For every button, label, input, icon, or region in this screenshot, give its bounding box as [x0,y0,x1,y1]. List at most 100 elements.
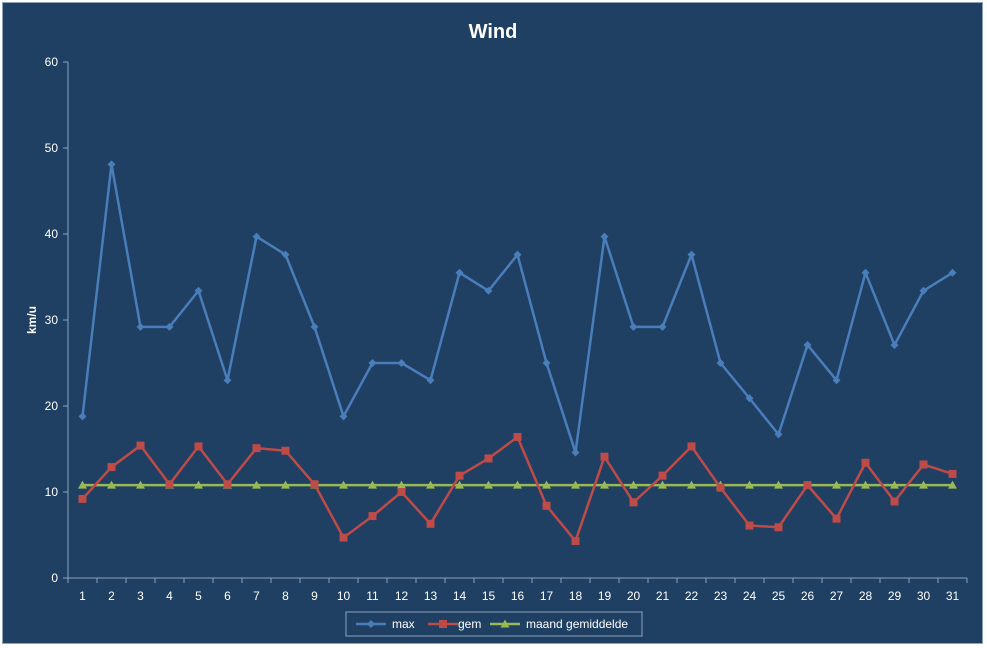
data-point-maand-gemiddelde [600,480,609,489]
x-tick-label: 14 [453,589,467,603]
x-tick-label: 29 [888,589,902,603]
x-tick-label: 19 [598,589,612,603]
data-point-maand-gemiddelde [281,480,290,489]
data-point-max [426,376,435,385]
data-point-maand-gemiddelde [397,480,406,489]
x-tick-label: 9 [311,589,318,603]
data-point-gem [716,483,725,492]
data-point-max [745,394,754,403]
x-tick-label: 12 [395,589,409,603]
x-tick-label: 28 [859,589,873,603]
data-point-max [542,359,551,367]
y-tick-label: 60 [45,55,59,69]
data-point-maand-gemiddelde [513,480,522,489]
x-tick-label: 4 [166,589,173,603]
data-point-maand-gemiddelde [629,480,638,489]
x-tick-label: 3 [137,589,144,603]
data-point-maand-gemiddelde [948,480,957,489]
data-point-maand-gemiddelde [890,480,899,489]
y-tick-label: 10 [45,485,59,499]
data-point-maand-gemiddelde [832,480,841,489]
data-point-maand-gemiddelde [687,480,696,489]
data-point-max [803,340,812,349]
data-point-max [455,268,464,277]
data-point-max [194,286,203,295]
y-axis-label: km/u [25,306,39,334]
data-point-max [629,322,638,331]
chart-title: Wind [469,21,518,43]
x-tick-label: 13 [424,589,438,603]
series-layer [78,160,957,546]
data-point-max [716,359,725,367]
data-point-max [368,359,377,367]
x-tick-label: 22 [685,589,699,603]
data-point-max [890,340,899,349]
data-point-gem [658,471,667,480]
data-point-maand-gemiddelde [368,480,377,489]
data-point-maand-gemiddelde [745,480,754,489]
y-tick-label: 30 [45,313,59,327]
data-point-gem [600,452,609,461]
legend-marker [500,619,510,628]
data-point-max [310,322,319,331]
data-point-maand-gemiddelde [136,480,145,489]
data-point-maand-gemiddelde [107,480,116,489]
data-point-max [832,376,841,385]
data-point-gem [194,442,203,451]
x-tick-label: 24 [743,589,757,603]
series-max [78,160,957,457]
axes [67,62,967,579]
data-point-maand-gemiddelde [542,480,551,489]
data-point-gem [339,533,348,542]
data-point-max [252,232,261,241]
data-point-max [78,412,87,421]
y-axis-ticks: 0 10 20 30 40 50 60 [45,55,68,585]
y-tick-label: 50 [45,141,59,155]
x-tick-label: 10 [337,589,351,603]
legend-entry-max: max [356,617,415,631]
data-point-maand-gemiddelde [571,480,580,489]
data-point-max [919,286,928,295]
x-tick-label: 31 [946,589,960,603]
data-point-max [339,412,348,421]
data-point-max [600,232,609,241]
x-tick-label: 2 [108,589,115,603]
data-point-maand-gemiddelde [861,480,870,489]
data-point-maand-gemiddelde [426,480,435,489]
x-tick-label: 25 [772,589,786,603]
data-point-max [107,160,116,169]
data-point-maand-gemiddelde [658,480,667,489]
x-axis-ticks: 1 2 3 4 5 6 7 8 9 10 11 12 13 14 15 16 17 18 19 20 21 22 23 24 2… [67,578,968,603]
data-point-gem [890,497,899,506]
data-point-max [281,250,290,259]
x-tick-label: 8 [282,589,289,603]
x-tick-label: 5 [195,589,202,603]
x-tick-label: 11 [366,589,379,603]
data-point-maand-gemiddelde [455,480,464,489]
legend-label: gem [458,617,481,631]
data-point-gem [426,519,435,528]
data-point-maand-gemiddelde [252,480,261,489]
series-line-gem [81,435,953,543]
data-point-gem [542,501,551,510]
series-gem [78,432,957,546]
data-point-maand-gemiddelde [194,480,203,489]
data-point-gem [281,446,290,455]
legend-box [345,611,643,637]
y-tick-label: 40 [45,227,59,241]
data-point-gem [368,512,377,521]
series-maand-gemiddelde [78,480,957,489]
legend-label: max [392,617,415,631]
data-point-gem [223,480,232,489]
data-point-max [861,268,870,277]
data-point-gem [687,442,696,451]
data-point-gem [513,432,522,441]
legend: max gem maand gemiddelde [345,611,643,637]
data-point-max [658,322,667,331]
data-point-maand-gemiddelde [774,480,783,489]
x-tick-label: 26 [801,589,815,603]
y-tick-label: 0 [51,571,58,585]
data-point-gem [919,460,928,469]
data-point-gem [136,441,145,450]
